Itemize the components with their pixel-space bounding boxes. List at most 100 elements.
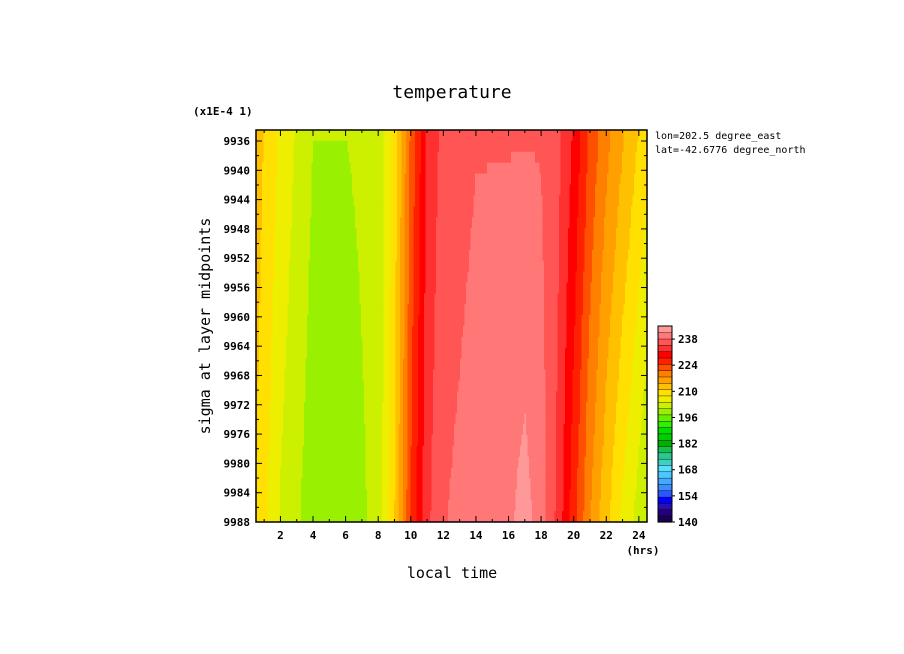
field-cell: [383, 217, 392, 229]
field-cell: [268, 489, 281, 501]
field-cell: [425, 260, 437, 273]
field-cell: [407, 391, 413, 403]
field-cell: [598, 151, 610, 164]
field-cell: [410, 130, 416, 142]
field-cell: [619, 195, 634, 207]
field-cell: [433, 380, 460, 392]
field-cell: [272, 282, 290, 294]
field-cell: [292, 184, 313, 196]
field-cell: [475, 184, 542, 196]
field-cell: [580, 369, 589, 382]
field-cell: [604, 434, 616, 447]
field-cell: [289, 282, 310, 294]
field-cell: [614, 260, 628, 273]
field-cell: [566, 304, 577, 316]
field-cell: [412, 402, 419, 414]
field-cell: [461, 336, 545, 349]
field-cell: [284, 391, 307, 403]
field-cell: [629, 238, 644, 251]
field-cell: [610, 130, 625, 142]
field-cell: [389, 369, 397, 382]
field-cell: [269, 402, 284, 414]
field-cell: [631, 380, 646, 392]
field-cell: [595, 413, 605, 425]
field-cell: [601, 271, 614, 284]
field-cell: [404, 249, 410, 262]
field-cell: [583, 304, 592, 316]
field-cell: [580, 391, 589, 403]
field-cell: [587, 130, 599, 142]
field-cell: [400, 413, 404, 425]
field-cell: [400, 271, 406, 284]
field-cell: [287, 304, 310, 316]
field-cell: [566, 336, 575, 349]
field-cell: [559, 195, 571, 207]
field-cell: [580, 130, 589, 142]
colorbar-swatch: [657, 502, 673, 510]
field-cell: [418, 391, 425, 403]
field-cell: [302, 445, 367, 458]
field-cell: [404, 217, 410, 229]
field-cell: [572, 380, 581, 392]
field-cell: [616, 238, 631, 251]
colorbar: 140 154 168 182 196 210 224 238: [657, 325, 698, 529]
field-cell: [263, 151, 278, 164]
field-cell: [626, 271, 641, 284]
field-cell: [517, 467, 530, 480]
colorbar-swatch: [657, 426, 673, 435]
field-cell: [307, 336, 364, 349]
field-cell: [404, 336, 409, 349]
field-cell: [595, 195, 607, 207]
field-cell: [578, 195, 587, 207]
field-cell: [575, 282, 584, 294]
field-cell: [425, 195, 439, 207]
field-cell: [391, 140, 398, 153]
field-cell: [415, 195, 421, 207]
field-cell: [389, 347, 397, 360]
field-cell: [418, 347, 425, 360]
colorbar-swatch: [657, 471, 673, 479]
field-cell: [382, 456, 391, 469]
field-cell: [358, 249, 385, 262]
field-cell: [256, 151, 265, 164]
field-cell: [359, 271, 385, 284]
field-cell: [611, 489, 623, 501]
field-cell: [448, 511, 515, 522]
field-cell: [473, 195, 544, 207]
field-cell: [290, 238, 311, 251]
field-cell: [644, 380, 647, 392]
field-cell: [395, 489, 400, 501]
field-cell: [398, 478, 404, 490]
field-cell: [383, 151, 392, 164]
field-cell: [259, 315, 274, 327]
colorbar-swatch: [657, 382, 673, 390]
field-cell: [400, 326, 406, 338]
field-cell: [422, 489, 433, 501]
field-cell: [572, 130, 581, 142]
field-cell: [391, 260, 397, 273]
field-cell: [274, 228, 292, 240]
field-cell: [556, 456, 565, 469]
field-cell: [611, 304, 625, 316]
field-cell: [559, 238, 569, 251]
field-cell: [590, 304, 601, 316]
field-cell: [293, 173, 313, 186]
field-cell: [415, 173, 421, 186]
field-cell: [397, 184, 403, 196]
field-cell: [556, 445, 565, 458]
field-cell: [391, 151, 398, 164]
field-cell: [401, 151, 407, 164]
field-cell: [623, 467, 638, 480]
field-cell: [451, 467, 518, 480]
field-cell: [382, 489, 389, 501]
field-cell: [602, 456, 614, 469]
field-cell: [301, 489, 368, 501]
colorbar-swatch: [657, 496, 673, 504]
field-cell: [389, 293, 397, 305]
field-cell: [415, 151, 422, 164]
field-cell: [395, 347, 401, 360]
field-cell: [259, 358, 272, 371]
field-cell: [313, 140, 349, 153]
field-cell: [559, 228, 569, 240]
field-cell: [280, 489, 302, 501]
